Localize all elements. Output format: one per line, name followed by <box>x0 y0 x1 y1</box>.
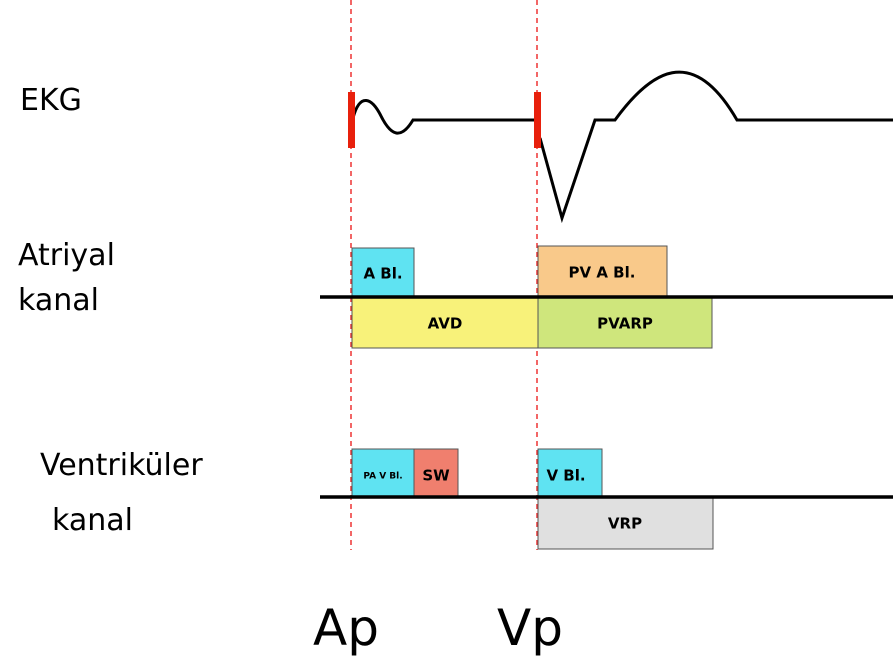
box-label: VRP <box>608 515 642 533</box>
box-label: PV A Bl. <box>569 264 636 282</box>
event-label: Ap <box>313 599 379 657</box>
ekg-trace <box>538 70 893 224</box>
atrial-label: kanal <box>18 283 99 318</box>
box-label: PVARP <box>597 315 653 333</box>
ventricular-label: kanal <box>52 503 133 538</box>
box-label: A Bl. <box>363 265 402 283</box>
atrial-label: Atriyal <box>18 238 115 273</box>
ekg-label: EKG <box>20 83 82 118</box>
box <box>537 296 713 349</box>
ventricular-label: Ventriküler <box>40 448 203 483</box>
event-label: Vp <box>497 599 563 657</box>
box <box>537 448 603 498</box>
box-label: V Bl. <box>546 467 585 485</box>
box <box>537 245 668 298</box>
box-label: SW <box>422 467 450 485</box>
pace-spike <box>534 92 541 148</box>
pace-spike <box>348 92 355 148</box>
ekg-trace <box>351 99 536 135</box>
box <box>413 448 459 498</box>
box-label: PA V Bl. <box>363 472 402 482</box>
box-label: AVD <box>428 315 463 333</box>
